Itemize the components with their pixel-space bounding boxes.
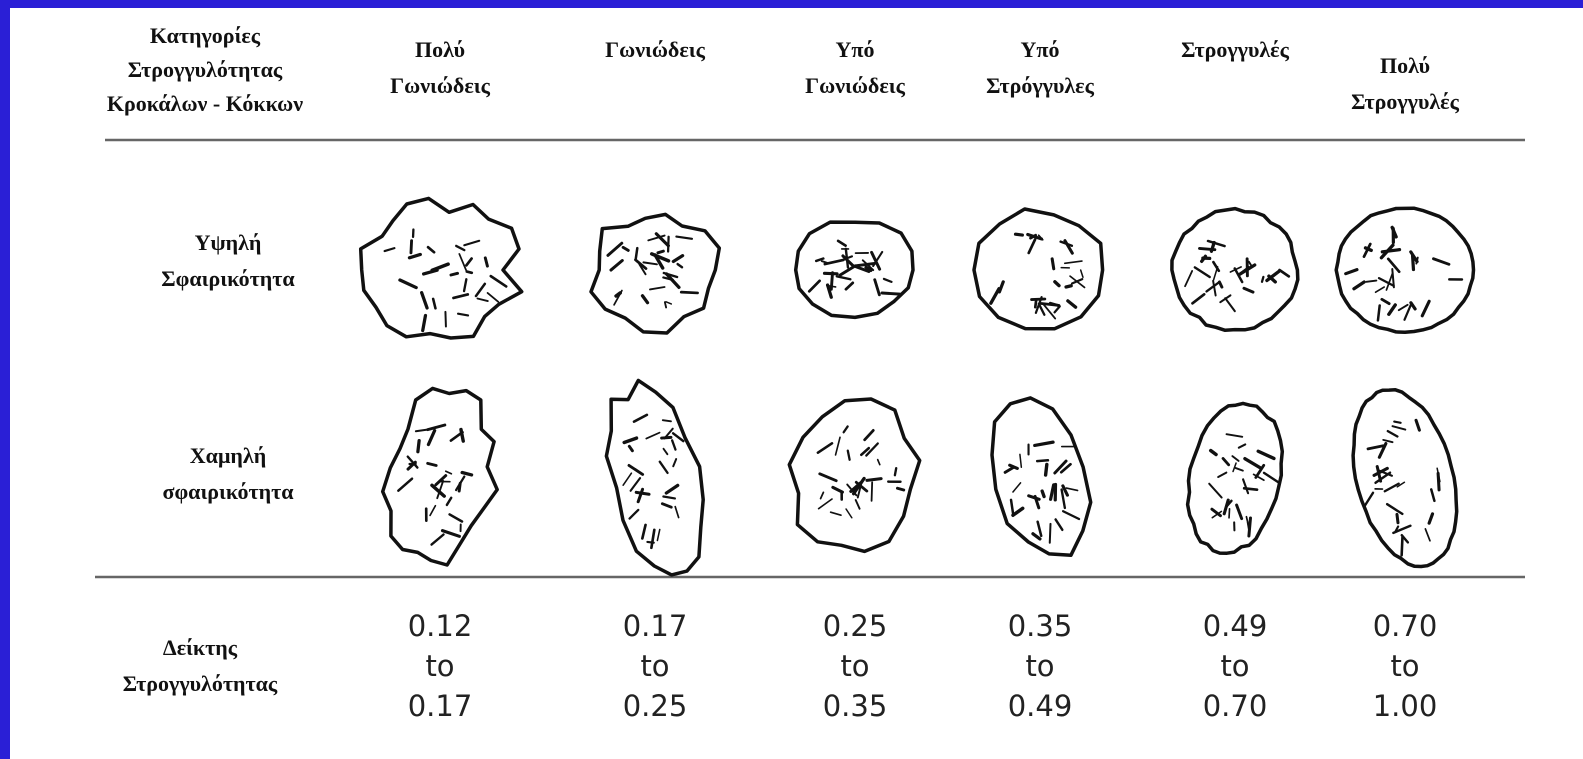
- column-label: Στρογγυλές: [1181, 37, 1289, 62]
- index-range: 0.17: [623, 609, 688, 643]
- grain-mark: [411, 241, 412, 253]
- index-range: 1.00: [1373, 689, 1438, 723]
- page: Κατηγορίες Στρογγυλότητας Κροκάλων - Κόκκω…: [0, 0, 1583, 759]
- grain-mark: [1249, 518, 1251, 536]
- grain-mark: [1397, 514, 1398, 522]
- index-range: to: [640, 649, 669, 683]
- grain-mark: [1035, 300, 1036, 307]
- grain-mark: [1382, 250, 1399, 252]
- grain-mark: [897, 488, 903, 490]
- grain-mark: [418, 441, 419, 452]
- index-range: to: [1390, 649, 1419, 683]
- index-label: Στρογγυλότητας: [123, 671, 278, 696]
- index-range: to: [425, 649, 454, 683]
- grain-mark: [1402, 537, 1403, 555]
- column-label: Πολύ: [415, 37, 465, 62]
- column-label: Υπό: [836, 37, 875, 62]
- grain-mark: [663, 420, 671, 421]
- grain-mark: [1413, 255, 1414, 269]
- grain-mark: [1438, 473, 1439, 490]
- grain-mark: [461, 429, 463, 441]
- column-label: Γωνιώδεις: [805, 73, 905, 98]
- header-title: Στρογγυλότητας: [128, 57, 283, 82]
- grain-mark: [467, 272, 472, 273]
- grain-mark: [647, 542, 653, 543]
- grain-mark: [1199, 248, 1214, 249]
- index-range: 0.35: [1008, 609, 1073, 643]
- grain-mark: [451, 273, 458, 275]
- index-range: to: [1025, 649, 1054, 683]
- grain-mark: [681, 292, 697, 293]
- index-range: 0.49: [1203, 609, 1268, 643]
- grain-mark: [1052, 259, 1054, 269]
- grain-mark: [1050, 524, 1051, 543]
- grain-mark: [1032, 299, 1045, 300]
- column-label: Γωνιώδεις: [390, 73, 490, 98]
- grain-mark: [872, 482, 873, 501]
- index-range: 0.70: [1203, 689, 1268, 723]
- grain-mark: [824, 273, 837, 274]
- grain-mark: [665, 302, 666, 307]
- index-range: 0.49: [1008, 689, 1073, 723]
- grain-mark: [1366, 248, 1372, 250]
- grain-mark: [1016, 234, 1023, 235]
- index-range: to: [1220, 649, 1249, 683]
- grain-mark: [658, 251, 663, 253]
- column-label: Στρογγυλές: [1351, 89, 1459, 114]
- index-range: 0.35: [823, 689, 888, 723]
- grain-mark: [867, 479, 881, 481]
- grain-mark: [662, 437, 671, 438]
- header-title: Κατηγορίες: [150, 23, 261, 48]
- grain-mark: [1416, 258, 1417, 264]
- grain-mark: [616, 293, 620, 296]
- index-range: 0.25: [623, 689, 688, 723]
- grain-mark: [1037, 460, 1048, 461]
- header-title: Κροκάλων - Κόκκων: [107, 91, 303, 116]
- column-label: Γωνιώδεις: [605, 37, 705, 62]
- grain-mark: [1378, 306, 1380, 321]
- row-label: Σφαιρικότητα: [161, 266, 295, 291]
- grain-mark: [485, 258, 487, 266]
- index-range: 0.17: [408, 689, 473, 723]
- grain-mark: [636, 248, 637, 258]
- column-label: Υπό: [1021, 37, 1060, 62]
- column-label: Πολύ: [1380, 53, 1430, 78]
- index-range: 0.70: [1373, 609, 1438, 643]
- grain-mark: [1394, 422, 1400, 423]
- index-label: Δείκτης: [163, 635, 238, 660]
- grain-mark: [882, 293, 900, 294]
- index-range: 0.25: [823, 609, 888, 643]
- row-label: σφαιρικότητα: [162, 479, 294, 504]
- grain-mark: [636, 492, 649, 494]
- index-range: to: [840, 649, 869, 683]
- grain-mark: [1366, 281, 1376, 282]
- panel: [10, 8, 1583, 759]
- grain-mark: [1262, 277, 1263, 282]
- grain-mark: [895, 468, 896, 475]
- grain-mark: [1042, 491, 1044, 497]
- row-label: Υψηλή: [195, 230, 262, 255]
- grain-mark: [1066, 286, 1071, 287]
- row-label: Χαμηλή: [190, 443, 266, 468]
- grain-mark: [1046, 464, 1047, 475]
- column-label: Στρόγγυλες: [986, 73, 1094, 98]
- index-range: 0.12: [408, 609, 473, 643]
- grain-mark: [1244, 488, 1257, 489]
